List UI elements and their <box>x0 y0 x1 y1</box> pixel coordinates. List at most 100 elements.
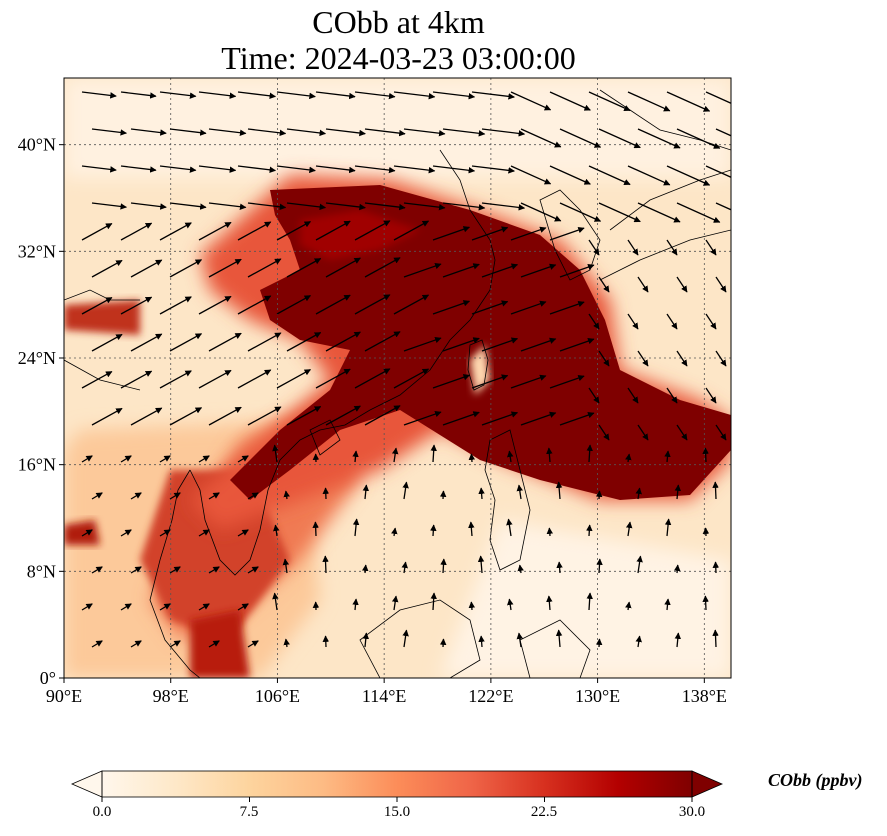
wind-arrow <box>666 387 678 404</box>
wind-arrow <box>625 601 632 611</box>
wind-arrow <box>666 239 678 256</box>
colorbar-gradient <box>102 771 692 797</box>
wind-arrow <box>273 524 280 537</box>
wind-arrow <box>364 202 406 211</box>
colorbar-tick: 0.0 <box>92 804 112 820</box>
wind-arrow <box>715 350 727 367</box>
wind-arrow <box>481 411 519 426</box>
wind-arrow <box>361 564 369 574</box>
wind-arrow <box>362 632 370 648</box>
wind-arrow <box>666 91 711 112</box>
wind-arrow <box>393 165 436 174</box>
wind-arrow <box>520 128 562 148</box>
wind-arrow <box>430 444 437 463</box>
wind-arrow <box>517 564 524 574</box>
wind-arrow <box>159 455 171 463</box>
wind-arrow <box>586 524 593 537</box>
wind-arrow <box>247 566 259 574</box>
wind-arrow <box>247 202 287 211</box>
wind-arrow <box>666 313 678 330</box>
wind-arrow <box>198 295 232 315</box>
wind-arrow <box>91 128 127 136</box>
wind-arrow <box>664 518 672 537</box>
wind-arrow <box>81 165 117 173</box>
wind-arrow <box>478 635 485 648</box>
wind-arrow <box>625 453 632 463</box>
wind-arrow <box>208 406 242 426</box>
wind-arrow <box>627 239 639 256</box>
wind-arrow <box>403 262 442 278</box>
latitude-tick-label: 24°N <box>18 348 56 368</box>
wind-arrow <box>546 527 554 537</box>
wind-arrow <box>391 595 399 611</box>
wind-arrow <box>247 492 259 500</box>
wind-arrow <box>442 128 486 137</box>
wind-arrow <box>354 220 391 241</box>
wind-arrow <box>282 558 290 574</box>
wind-arrow <box>588 313 600 330</box>
wind-arrow <box>676 202 721 223</box>
wind-arrow <box>169 128 207 136</box>
wind-arrow <box>637 128 681 149</box>
wind-arrow <box>471 226 509 241</box>
wind-arrow <box>198 369 232 389</box>
wind-arrow <box>559 202 602 222</box>
longitude-tick-label: 98°E <box>153 686 189 706</box>
wind-arrow <box>403 128 446 137</box>
wind-arrow <box>549 165 591 185</box>
wind-arrow <box>364 257 401 278</box>
wind-arrow <box>506 518 513 537</box>
latitude-tick-label: 16°N <box>18 455 56 475</box>
wind-arrow <box>393 294 430 315</box>
wind-arrow <box>208 202 247 210</box>
colorbar-tick: 15.0 <box>383 804 411 820</box>
wind-arrow <box>130 492 142 500</box>
wind-vectors <box>81 91 731 648</box>
longitude-tick-label: 122°E <box>468 686 513 706</box>
wind-arrow <box>559 338 595 352</box>
wind-arrow <box>676 350 688 367</box>
wind-arrow <box>91 333 123 352</box>
wind-arrow <box>674 632 682 648</box>
latitude-tick-label: 40°N <box>18 135 56 155</box>
wind-arrow <box>169 333 203 352</box>
wind-arrow <box>520 263 557 278</box>
plot-title: CObb at 4km <box>312 4 485 40</box>
wind-arrow <box>715 424 727 441</box>
wind-arrow <box>81 455 93 463</box>
wind-arrow <box>198 603 210 611</box>
wind-arrow <box>237 603 249 611</box>
wind-arrow <box>364 331 401 352</box>
wind-arrow <box>315 368 351 389</box>
wind-arrow <box>595 490 603 500</box>
wind-arrow <box>325 257 361 278</box>
longitude-axis: 90°E 98°E 106°E 114°E 122°E 130°E 138°E <box>46 678 727 706</box>
wind-arrow <box>130 202 167 210</box>
wind-arrow <box>208 332 242 352</box>
wind-arrow <box>247 406 282 426</box>
wind-arrow <box>352 598 359 611</box>
wind-arrow <box>130 407 163 426</box>
wind-arrow <box>627 313 639 330</box>
wind-arrow <box>637 350 649 367</box>
wind-arrow <box>283 490 290 500</box>
wind-arrow <box>91 492 103 500</box>
wind-arrow <box>315 91 356 100</box>
wind-arrow <box>120 370 153 389</box>
wind-arrow <box>237 221 272 241</box>
wind-arrow <box>598 276 610 293</box>
wind-arrow <box>159 370 192 389</box>
wind-arrow <box>468 601 476 611</box>
wind-arrow <box>198 165 237 173</box>
wind-arrow <box>198 221 232 241</box>
wind-arrow <box>705 165 731 178</box>
colorbar-tick: 22.5 <box>530 804 558 820</box>
wind-arrow <box>705 313 717 330</box>
wind-arrow <box>247 258 282 278</box>
wind-arrow <box>276 91 316 100</box>
wind-arrow <box>130 640 142 648</box>
wind-arrow <box>402 481 409 500</box>
wind-arrow <box>130 259 163 278</box>
wind-arrow <box>391 447 399 463</box>
